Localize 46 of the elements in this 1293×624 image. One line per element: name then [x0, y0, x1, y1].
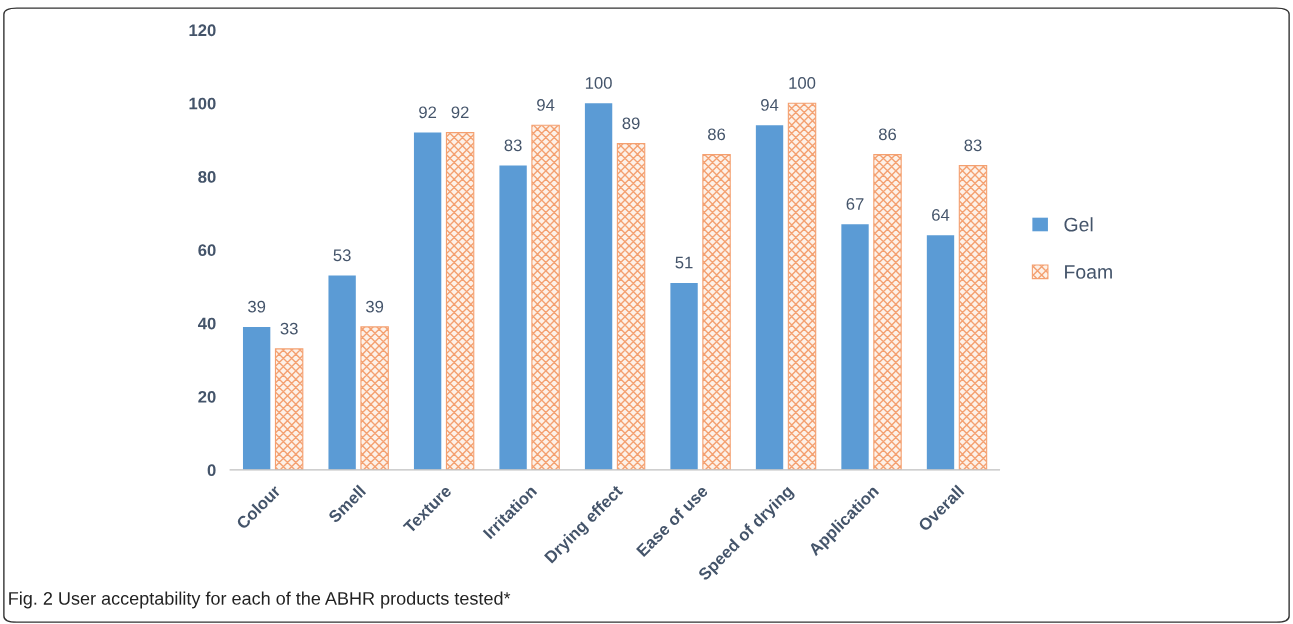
bar	[445, 132, 475, 470]
data-label: 94	[537, 99, 555, 111]
y-tick-label: 100	[189, 97, 216, 110]
data-label: 39	[365, 300, 384, 313]
data-label: 64	[932, 209, 950, 221]
data-label: 89	[622, 117, 640, 130]
y-tick-label: 120	[189, 24, 216, 37]
bar	[499, 165, 527, 470]
bar	[360, 326, 389, 470]
data-label: 83	[964, 139, 982, 152]
bar	[616, 143, 646, 470]
bar	[873, 154, 902, 470]
data-label: 53	[333, 249, 351, 262]
data-label: 83	[504, 139, 522, 152]
bar	[670, 282, 698, 470]
bar	[584, 103, 613, 470]
bar	[958, 165, 988, 470]
data-label: 86	[708, 128, 726, 141]
bar	[531, 124, 560, 470]
data-label: 100	[585, 77, 612, 89]
data-label: 94	[761, 99, 779, 111]
bar	[413, 132, 442, 470]
legend-label: Gel	[1064, 217, 1093, 232]
data-label: 92	[451, 106, 469, 119]
data-label: 51	[675, 256, 693, 269]
bar	[274, 348, 304, 470]
bar	[242, 326, 271, 470]
legend-label: Foam	[1065, 265, 1112, 279]
y-tick-label: 20	[198, 390, 216, 403]
y-tick-label: 80	[198, 170, 216, 183]
data-label: 86	[878, 128, 897, 141]
data-label: 67	[846, 198, 864, 210]
bar	[702, 154, 731, 470]
bar	[328, 275, 356, 470]
bar	[787, 102, 817, 470]
data-label: 100	[789, 77, 816, 89]
data-label: 92	[419, 106, 437, 119]
data-label: 33	[280, 322, 298, 335]
bar	[755, 125, 784, 470]
y-tick-label: 40	[197, 317, 216, 330]
y-tick-label: 0	[207, 464, 216, 477]
bar	[841, 224, 869, 470]
caption: Fig. 2 User acceptability for each of the ABHR products tested*	[9, 591, 511, 609]
bar	[926, 235, 955, 470]
data-label: 39	[248, 300, 266, 313]
y-tick-label: 60	[198, 244, 216, 257]
